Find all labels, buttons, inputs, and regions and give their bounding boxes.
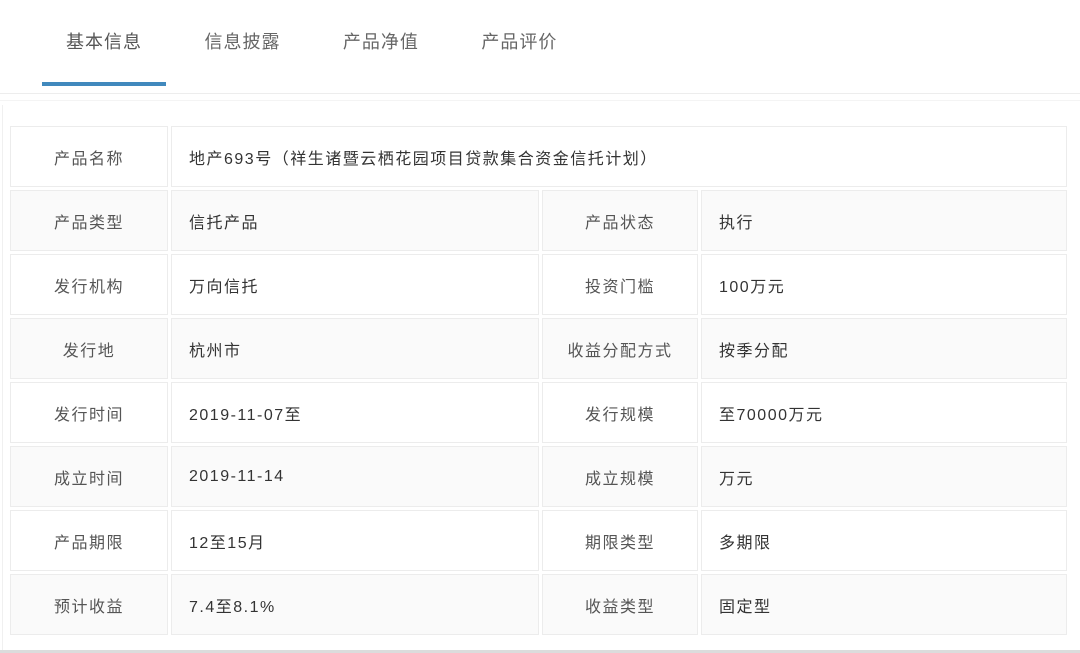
page-left-edge (2, 105, 3, 653)
field-label: 发行时间 (10, 382, 168, 443)
panel-divider (0, 100, 1080, 101)
table-row: 产品名称 地产693号（祥生诸暨云栖花园项目贷款集合资金信托计划） (10, 126, 1068, 187)
field-label: 收益分配方式 (542, 318, 698, 379)
field-label: 产品名称 (10, 126, 168, 187)
tab-product-net-value[interactable]: 产品净值 (342, 32, 419, 52)
field-value: 杭州市 (171, 318, 539, 379)
field-label: 发行规模 (542, 382, 698, 443)
field-label: 产品类型 (10, 190, 168, 251)
field-label: 预计收益 (10, 574, 168, 635)
field-value: 万元 (701, 446, 1068, 507)
field-label: 产品状态 (542, 190, 698, 251)
tab-bar: 基本信息 信息披露 产品净值 产品评价 (0, 0, 1080, 94)
field-value: 多期限 (701, 510, 1068, 571)
field-label: 期限类型 (542, 510, 698, 571)
tab-product-evaluation[interactable]: 产品评价 (481, 32, 558, 52)
field-label: 成立规模 (542, 446, 698, 507)
field-value: 100万元 (701, 254, 1068, 315)
field-value: 7.4至8.1% (171, 574, 539, 635)
field-value: 至70000万元 (701, 382, 1068, 443)
table-row: 发行时间 2019-11-07至 发行规模 至70000万元 (10, 382, 1068, 443)
table-row: 发行地 杭州市 收益分配方式 按季分配 (10, 318, 1068, 379)
field-value: 按季分配 (701, 318, 1068, 379)
field-label: 投资门槛 (542, 254, 698, 315)
field-label: 收益类型 (542, 574, 698, 635)
field-value: 2019-11-14 (171, 446, 539, 507)
field-value: 2019-11-07至 (171, 382, 539, 443)
field-value: 执行 (701, 190, 1068, 251)
field-label: 产品期限 (10, 510, 168, 571)
table-row: 产品期限 12至15月 期限类型 多期限 (10, 510, 1068, 571)
product-info-table: 产品名称 地产693号（祥生诸暨云栖花园项目贷款集合资金信托计划） 产品类型 信… (7, 123, 1070, 638)
tab-info-disclosure[interactable]: 信息披露 (204, 32, 281, 52)
field-label: 发行机构 (10, 254, 168, 315)
table-row: 预计收益 7.4至8.1% 收益类型 固定型 (10, 574, 1068, 635)
field-value: 地产693号（祥生诸暨云栖花园项目贷款集合资金信托计划） (171, 126, 1068, 187)
window-bottom-edge (0, 650, 1080, 653)
field-label: 成立时间 (10, 446, 168, 507)
field-value: 信托产品 (171, 190, 539, 251)
field-value: 万向信托 (171, 254, 539, 315)
table-row: 发行机构 万向信托 投资门槛 100万元 (10, 254, 1068, 315)
field-value: 12至15月 (171, 510, 539, 571)
field-value: 固定型 (701, 574, 1068, 635)
table-row: 产品类型 信托产品 产品状态 执行 (10, 190, 1068, 251)
table-row: 成立时间 2019-11-14 成立规模 万元 (10, 446, 1068, 507)
tab-basic-info[interactable]: 基本信息 (42, 30, 166, 86)
field-label: 发行地 (10, 318, 168, 379)
